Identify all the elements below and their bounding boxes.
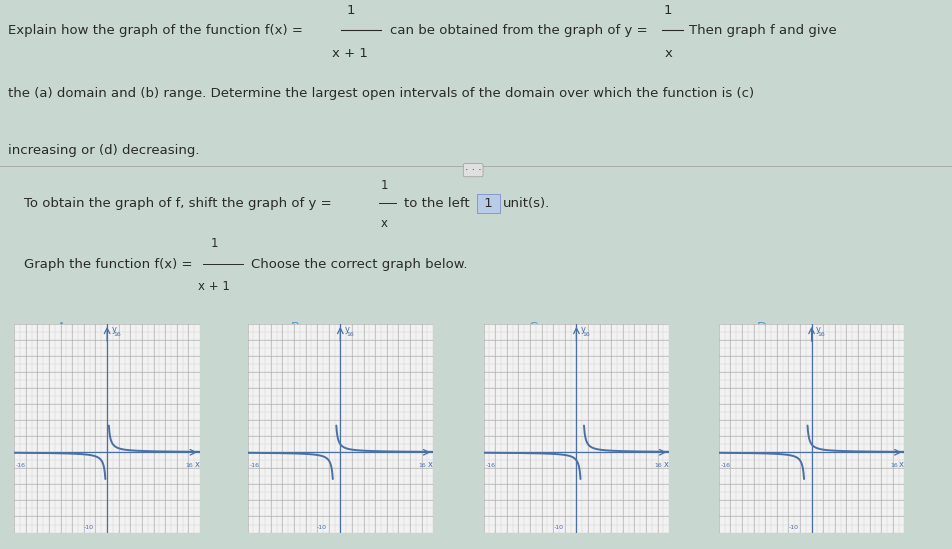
Text: x: x: [381, 217, 388, 230]
Text: -16: -16: [721, 463, 730, 468]
Text: 16: 16: [890, 463, 898, 468]
Text: 16: 16: [419, 463, 426, 468]
Text: can be obtained from the graph of y =: can be obtained from the graph of y =: [390, 24, 648, 37]
Text: · · ·: · · ·: [465, 165, 482, 175]
Text: -10: -10: [553, 524, 564, 530]
Text: -10: -10: [317, 524, 327, 530]
Text: x: x: [899, 460, 904, 469]
Text: x: x: [194, 460, 200, 469]
Text: Choose the correct graph below.: Choose the correct graph below.: [251, 257, 467, 271]
Text: to the left: to the left: [404, 197, 469, 210]
Text: y: y: [111, 325, 116, 334]
Text: 16: 16: [347, 332, 354, 337]
Text: -16: -16: [16, 463, 26, 468]
Text: 1: 1: [347, 3, 354, 16]
Text: unit(s).: unit(s).: [503, 197, 550, 210]
Text: 1: 1: [381, 180, 388, 192]
Text: 1: 1: [664, 3, 672, 16]
Text: x: x: [427, 460, 433, 469]
Text: 1: 1: [480, 197, 497, 210]
Text: 16: 16: [655, 463, 663, 468]
Text: x + 1: x + 1: [198, 281, 230, 293]
Text: -16: -16: [486, 463, 495, 468]
Text: -10: -10: [788, 524, 799, 530]
Text: Graph the function f(x) =: Graph the function f(x) =: [24, 257, 192, 271]
Text: Then graph f and give: Then graph f and give: [689, 24, 837, 37]
Text: A.: A.: [57, 321, 70, 334]
Text: -10: -10: [84, 524, 94, 530]
Text: 1: 1: [210, 237, 218, 250]
Text: y: y: [345, 325, 349, 334]
Text: C.: C.: [528, 321, 542, 334]
Text: 16: 16: [583, 332, 590, 337]
Text: x: x: [664, 460, 669, 469]
Text: x: x: [664, 47, 672, 60]
Text: -16: -16: [249, 463, 259, 468]
Text: 16: 16: [186, 463, 193, 468]
Text: increasing or (d) decreasing.: increasing or (d) decreasing.: [8, 144, 199, 157]
Text: y: y: [581, 325, 585, 334]
Text: To obtain the graph of f, shift the graph of y =: To obtain the graph of f, shift the grap…: [24, 197, 331, 210]
Text: B.: B.: [290, 321, 304, 334]
Text: x + 1: x + 1: [332, 47, 368, 60]
Text: D.: D.: [757, 321, 771, 334]
Text: the (a) domain and (b) range. Determine the largest open intervals of the domain: the (a) domain and (b) range. Determine …: [8, 87, 754, 100]
Text: y: y: [816, 325, 821, 334]
Text: Explain how the graph of the function f(x) =: Explain how the graph of the function f(…: [8, 24, 303, 37]
Text: 16: 16: [818, 332, 825, 337]
Text: 16: 16: [113, 332, 121, 337]
